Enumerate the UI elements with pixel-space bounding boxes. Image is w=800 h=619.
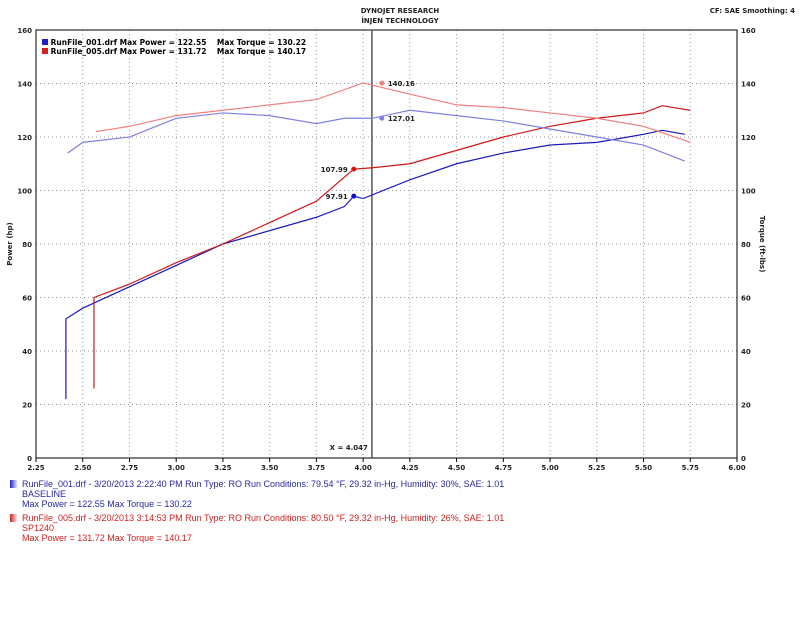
y2-tick-label: 20 — [741, 402, 751, 410]
x-tick-label: 4.50 — [448, 464, 465, 470]
chart-title: DYNOJET RESEARCH — [361, 7, 440, 15]
y2-tick-label: 0 — [741, 455, 746, 463]
x-tick-label: 3.50 — [261, 464, 278, 470]
y2-tick-label: 60 — [741, 295, 751, 303]
x-tick-label: 5.75 — [682, 464, 699, 470]
point-marker — [379, 115, 385, 121]
chart-subtitle: İNJEN TECHNOLOGY — [361, 16, 439, 25]
x-tick-label: 5.50 — [635, 464, 652, 470]
y-tick-label: 0 — [27, 455, 32, 463]
x-tick-label: 3.25 — [214, 464, 231, 470]
y-tick-label: 20 — [22, 402, 32, 410]
x-tick-label: 4.00 — [354, 464, 371, 470]
settings-label: CF: SAE Smoothing: 4 — [710, 7, 795, 15]
run-info-2: RunFile_005.drf - 3/20/2013 3:14:53 PM R… — [10, 513, 504, 543]
x-tick-label: 3.75 — [308, 464, 325, 470]
legend-item-run1: RunFile_001.drf Max Power = 122.55 Max T… — [42, 38, 306, 47]
y-tick-label: 100 — [17, 188, 32, 196]
point-label: 127.01 — [388, 115, 415, 123]
cursor-label: X = 4.047 — [330, 444, 368, 452]
y2-tick-label: 160 — [741, 27, 756, 35]
x-tick-label: 5.25 — [588, 464, 605, 470]
point-label: 97.91 — [326, 193, 348, 201]
legend-item-run2: RunFile_005.drf Max Power = 131.72 Max T… — [42, 47, 306, 56]
y2-tick-label: 100 — [741, 188, 756, 196]
x-tick-label: 3.00 — [168, 464, 185, 470]
y-tick-label: 140 — [17, 81, 32, 89]
series-line — [67, 109, 685, 162]
y2-axis-label: Torque (ft-lbs) — [758, 216, 766, 273]
y-tick-label: 120 — [17, 134, 32, 142]
point-label: 107.99 — [321, 166, 348, 174]
x-tick-label: 6.00 — [728, 464, 745, 470]
y-tick-label: 40 — [22, 348, 32, 356]
x-tick-label: 4.75 — [495, 464, 512, 470]
series-line — [93, 105, 691, 389]
y2-tick-label: 140 — [741, 81, 756, 89]
y2-tick-label: 120 — [741, 134, 756, 142]
point-marker — [351, 166, 357, 172]
series-line — [95, 82, 691, 143]
x-tick-label: 2.75 — [121, 464, 138, 470]
y-tick-label: 80 — [22, 241, 32, 249]
point-marker — [379, 80, 385, 86]
legend: RunFile_001.drf Max Power = 122.55 Max T… — [42, 38, 306, 56]
x-tick-label: 2.25 — [27, 464, 44, 470]
point-label: 140.16 — [388, 80, 415, 88]
series-line — [65, 129, 685, 400]
y2-tick-label: 40 — [741, 348, 751, 356]
run2-swatch — [10, 514, 18, 522]
x-tick-label: 2.50 — [74, 464, 91, 470]
y-axis-label: Power (hp) — [6, 222, 14, 265]
x-tick-label: 4.25 — [401, 464, 418, 470]
y-tick-label: 160 — [17, 27, 32, 35]
legend-swatch-red — [42, 48, 48, 54]
x-tick-label: 5.00 — [541, 464, 558, 470]
legend-swatch-blue — [42, 39, 48, 45]
run-info-1: RunFile_001.drf - 3/20/2013 2:22:40 PM R… — [10, 479, 504, 509]
plot-frame — [35, 29, 738, 459]
run1-swatch — [10, 480, 18, 488]
point-marker — [351, 193, 357, 199]
y-tick-label: 60 — [22, 295, 32, 303]
y2-tick-label: 80 — [741, 241, 751, 249]
